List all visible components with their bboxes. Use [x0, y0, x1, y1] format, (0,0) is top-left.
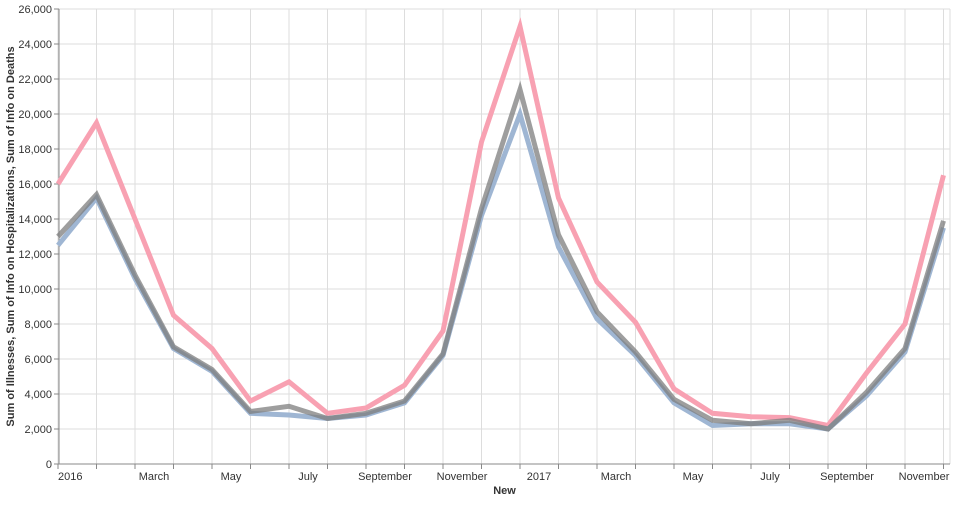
- series-line-3: [56, 80, 946, 432]
- x-tick-label: March: [601, 471, 632, 483]
- series-line-2: [56, 106, 946, 432]
- series-lines: [55, 17, 946, 432]
- axes: 0 2,000 4,000 6,000 8,000 10,000 12,000 14,000 1…: [18, 4, 950, 483]
- y-tick-label: 2,000: [24, 424, 52, 436]
- y-tick-label: 22,000: [18, 74, 52, 86]
- y-tick-label: 20,000: [18, 109, 52, 121]
- x-tick-label: July: [298, 471, 318, 483]
- x-tick-label: May: [221, 471, 242, 483]
- y-tick-label: 4,000: [24, 389, 52, 401]
- y-tick-label: 18,000: [18, 144, 52, 156]
- x-tick-label: March: [139, 471, 170, 483]
- y-tick-label: 24,000: [18, 39, 52, 51]
- x-tick-label: May: [683, 471, 704, 483]
- x-tick-label: 2017: [527, 471, 551, 483]
- x-tick-label: November: [899, 471, 950, 483]
- x-tick-label: November: [437, 471, 488, 483]
- y-tick-label: 0: [46, 459, 52, 471]
- y-tick-label: 8,000: [24, 319, 52, 331]
- y-tick-label: 16,000: [18, 179, 52, 191]
- y-tick-label: 12,000: [18, 249, 52, 261]
- x-axis-title: New: [493, 485, 516, 497]
- y-tick-label: 6,000: [24, 354, 52, 366]
- x-tick-label: September: [358, 471, 412, 483]
- x-tick-label: 2016: [58, 471, 82, 483]
- y-axis-title: Sum of Illnesses, Sum of Info on Hospita…: [5, 46, 17, 426]
- y-tick-label: 10,000: [18, 284, 52, 296]
- x-tick-label: July: [760, 471, 780, 483]
- y-tick-label: 14,000: [18, 214, 52, 226]
- y-tick-label: 26,000: [18, 4, 52, 16]
- x-tick-label: September: [820, 471, 874, 483]
- grid: [57, 8, 951, 465]
- series-line-1: [55, 17, 946, 429]
